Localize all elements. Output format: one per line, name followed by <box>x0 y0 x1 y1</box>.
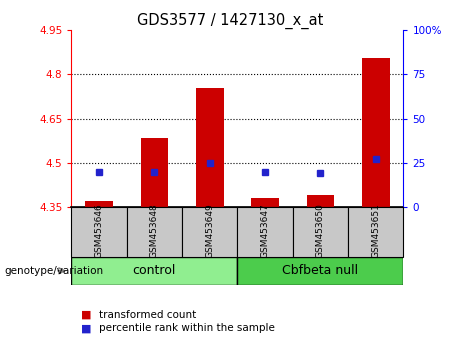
Bar <box>251 198 279 207</box>
Text: control: control <box>133 264 176 277</box>
Bar <box>71 257 237 285</box>
Bar <box>196 87 224 207</box>
Text: GDS3577 / 1427130_x_at: GDS3577 / 1427130_x_at <box>137 12 324 29</box>
Text: GSM453647: GSM453647 <box>260 204 270 258</box>
Text: GSM453651: GSM453651 <box>371 204 380 258</box>
Bar <box>237 257 403 285</box>
Bar <box>127 207 182 257</box>
Bar <box>307 195 334 207</box>
Bar <box>348 207 403 257</box>
Text: Cbfbeta null: Cbfbeta null <box>282 264 359 277</box>
Text: ■: ■ <box>81 310 91 320</box>
Text: GSM453650: GSM453650 <box>316 204 325 258</box>
Bar <box>182 207 237 257</box>
Bar <box>141 138 168 207</box>
Bar <box>237 207 293 257</box>
Text: transformed count: transformed count <box>99 310 196 320</box>
Bar <box>362 58 390 207</box>
Text: GSM453649: GSM453649 <box>205 204 214 258</box>
Bar <box>85 201 113 207</box>
Bar <box>71 207 127 257</box>
Bar <box>293 207 348 257</box>
Text: GSM453646: GSM453646 <box>95 204 104 258</box>
Text: genotype/variation: genotype/variation <box>5 266 104 276</box>
Text: ■: ■ <box>81 323 91 333</box>
Text: GSM453648: GSM453648 <box>150 204 159 258</box>
Text: percentile rank within the sample: percentile rank within the sample <box>99 323 275 333</box>
